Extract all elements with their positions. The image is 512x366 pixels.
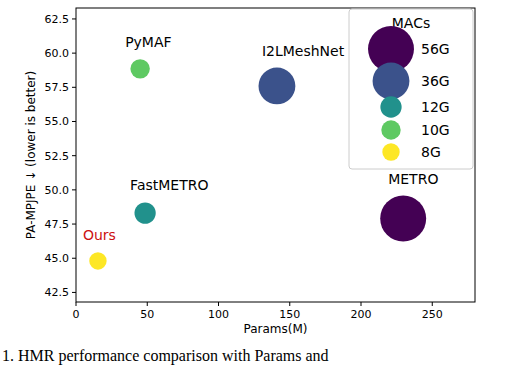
y-tick	[72, 258, 76, 259]
x-tick	[432, 302, 433, 306]
y-axis-label: PA-MPJPE ↓ (lower is better)	[24, 71, 38, 240]
legend-label: 56G	[421, 41, 450, 57]
legend-box	[349, 9, 473, 169]
chart: 0 50 100 150 200 250 42.5 45.0 47.5 50.0 52.5 55.0 5…	[0, 0, 512, 366]
y-tick	[72, 224, 76, 225]
y-tick-label: 52.5	[45, 150, 70, 163]
y-tick-label: 62.5	[45, 13, 70, 26]
x-tick-label: 100	[208, 308, 229, 321]
legend-marker	[381, 120, 400, 139]
point-label: Ours	[83, 227, 116, 243]
x-tick	[218, 302, 219, 306]
x-tick-label: 0	[73, 308, 80, 321]
x-tick	[76, 302, 77, 306]
x-tick-label: 200	[351, 308, 372, 321]
caption: 1. HMR performance comparison with Param…	[2, 347, 329, 365]
legend-label: 36G	[421, 73, 450, 89]
legend-label: 12G	[421, 99, 450, 115]
y-tick-label: 45.0	[45, 252, 70, 265]
y-tick	[72, 292, 76, 293]
x-tick-label: 250	[422, 308, 443, 321]
legend-label: 10G	[421, 122, 450, 138]
bubble	[259, 68, 296, 105]
y-tick-label: 47.5	[45, 218, 70, 231]
legend-label: 8G	[421, 144, 441, 160]
y-tick	[72, 53, 76, 54]
bubble	[89, 252, 106, 269]
x-tick-label: 150	[279, 308, 300, 321]
y-tick-label: 57.5	[45, 81, 70, 94]
y-tick	[72, 18, 76, 19]
legend-marker	[382, 143, 399, 160]
x-tick-label: 50	[140, 308, 154, 321]
y-tick-label: 60.0	[45, 47, 70, 60]
x-tick	[147, 302, 148, 306]
bubble	[130, 59, 149, 78]
y-tick-label: 50.0	[45, 184, 70, 197]
y-tick	[72, 121, 76, 122]
y-tick	[72, 189, 76, 190]
point-label: I2LMeshNet	[262, 43, 345, 59]
y-tick	[72, 155, 76, 156]
bubble	[134, 202, 155, 223]
point-label: FastMETRO	[130, 177, 208, 193]
point-label: METRO	[388, 171, 438, 187]
x-axis-label: Params(M)	[244, 322, 308, 336]
bubble	[380, 196, 426, 242]
legend: MACs56G36G12G10G8G	[349, 9, 473, 169]
x-tick	[289, 302, 290, 306]
x-tick	[361, 302, 362, 306]
plot-frame	[76, 8, 475, 302]
point-label: PyMAF	[125, 34, 171, 50]
legend-marker	[380, 96, 401, 117]
legend-marker	[373, 63, 410, 100]
y-tick-label: 55.0	[45, 115, 70, 128]
y-tick	[72, 87, 76, 88]
y-tick-label: 42.5	[45, 286, 70, 299]
